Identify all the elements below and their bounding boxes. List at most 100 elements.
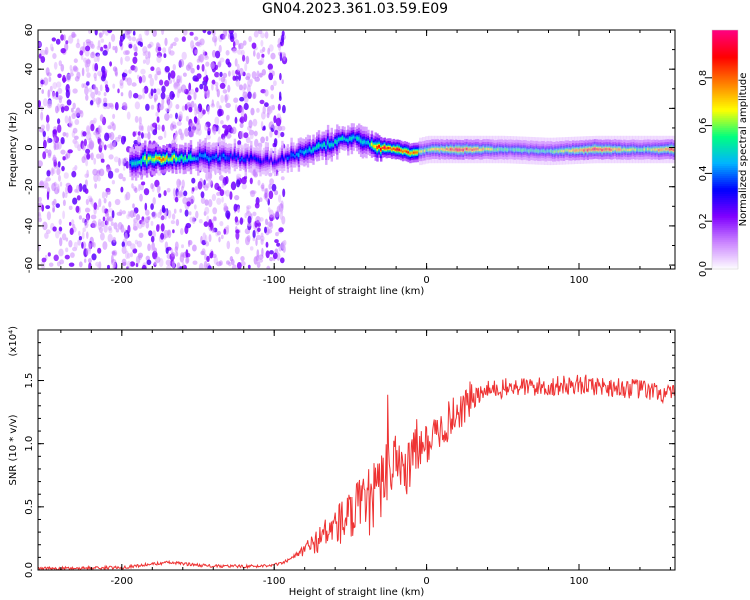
noise-speck [254, 138, 259, 148]
noise-speck [247, 215, 252, 224]
noise-speck [184, 209, 189, 217]
ridge-cell [177, 158, 180, 161]
ridge-cell [444, 148, 447, 151]
noise-speck [130, 252, 133, 258]
noise-speck [256, 261, 261, 268]
noise-speck [147, 43, 152, 49]
noise-speck [143, 85, 149, 94]
colorbar-cell [712, 237, 738, 240]
ridge-cell [257, 158, 260, 162]
ridge-halo [592, 135, 597, 164]
y-tick-label: 1.0 [24, 436, 35, 452]
noise-speck [60, 149, 66, 155]
ridge-cell [401, 150, 405, 153]
ridge-cell [283, 158, 286, 161]
ridge-cell [138, 161, 141, 164]
ridge-cell [347, 138, 350, 142]
ridge-halo [470, 135, 475, 164]
ridge-halo [656, 135, 661, 164]
noise-speck [165, 247, 169, 255]
ridge-halo [574, 136, 578, 164]
noise-speck [86, 214, 89, 224]
noise-speck [58, 60, 62, 67]
noise-speck [274, 210, 280, 218]
noise-speck [170, 220, 175, 225]
noise-speck [75, 184, 80, 194]
noise-speck [164, 211, 167, 220]
ridge-cell [471, 148, 474, 151]
y-tick-label: 0.5 [24, 499, 35, 515]
noise-speck [255, 238, 258, 246]
ridge-cell [497, 148, 500, 151]
noise-speck [91, 253, 97, 261]
ridge-halo [452, 135, 456, 164]
noise-speck [46, 211, 52, 221]
noise-speck [157, 46, 162, 52]
noise-speck [275, 232, 279, 237]
ridge-cell [136, 161, 140, 165]
ridge-cell [606, 148, 610, 151]
noise-speck [235, 104, 238, 111]
colorbar-cell [712, 251, 738, 254]
ridge-cell [197, 156, 200, 161]
noise-speck [278, 245, 282, 252]
noise-speck [220, 94, 225, 104]
colorbar-cell [712, 155, 738, 159]
noise-speck [194, 107, 198, 117]
noise-speck [129, 210, 135, 218]
noise-speck [236, 238, 240, 245]
noise-speck [161, 98, 165, 106]
noise-speck [112, 123, 116, 131]
colorbar-cell [712, 35, 738, 39]
x-tick-label: 0 [423, 576, 429, 587]
y-tick-label: 0.0 [24, 562, 35, 578]
noise-speck [187, 95, 192, 101]
ridge-halo [589, 136, 594, 164]
noise-speck [239, 217, 244, 225]
noise-speck [107, 125, 112, 130]
ridge-cell [451, 148, 454, 151]
noise-speck [150, 88, 154, 97]
ridge-cell [312, 148, 315, 152]
ridge-halo [562, 137, 566, 165]
noise-speck [240, 106, 245, 113]
noise-speck [208, 219, 212, 228]
ridge-cell [160, 159, 163, 162]
noise-speck [275, 117, 282, 127]
noise-speck [233, 203, 238, 212]
noise-speck [48, 262, 54, 267]
noise-speck [265, 241, 269, 248]
ridge-halo [519, 136, 524, 164]
noise-speck [147, 216, 151, 221]
noise-speck [268, 172, 273, 177]
colorbar-cell [712, 193, 738, 196]
colorbar-cell [712, 189, 738, 192]
ridge-halo [428, 135, 432, 164]
noise-speck [207, 105, 210, 115]
ridge-cell [140, 160, 143, 165]
noise-speck [48, 76, 52, 83]
ridge-cell [248, 158, 251, 161]
noise-speck [55, 230, 60, 239]
colorbar-cell [712, 61, 738, 65]
noise-speck [189, 31, 194, 36]
noise-speck [131, 82, 137, 87]
ridge-cell [520, 149, 524, 152]
colorbar-cell [712, 253, 738, 256]
ridge-cell [434, 148, 438, 151]
ridge-cell [255, 158, 258, 161]
noise-speck [98, 32, 103, 38]
noise-speck [90, 123, 95, 132]
ridge-cell [412, 151, 416, 154]
ridge-cell [573, 149, 577, 152]
colorbar-cell [712, 53, 738, 57]
noise-speck [269, 250, 274, 255]
ridge-cell [374, 145, 377, 149]
ridge-halo [449, 135, 453, 164]
noise-speck [98, 168, 105, 177]
colorbar-tick-label: 0.0 [698, 261, 709, 277]
colorbar-cell [712, 245, 738, 248]
noise-speck [107, 208, 114, 213]
noise-speck [94, 183, 97, 189]
noise-speck [85, 207, 90, 213]
